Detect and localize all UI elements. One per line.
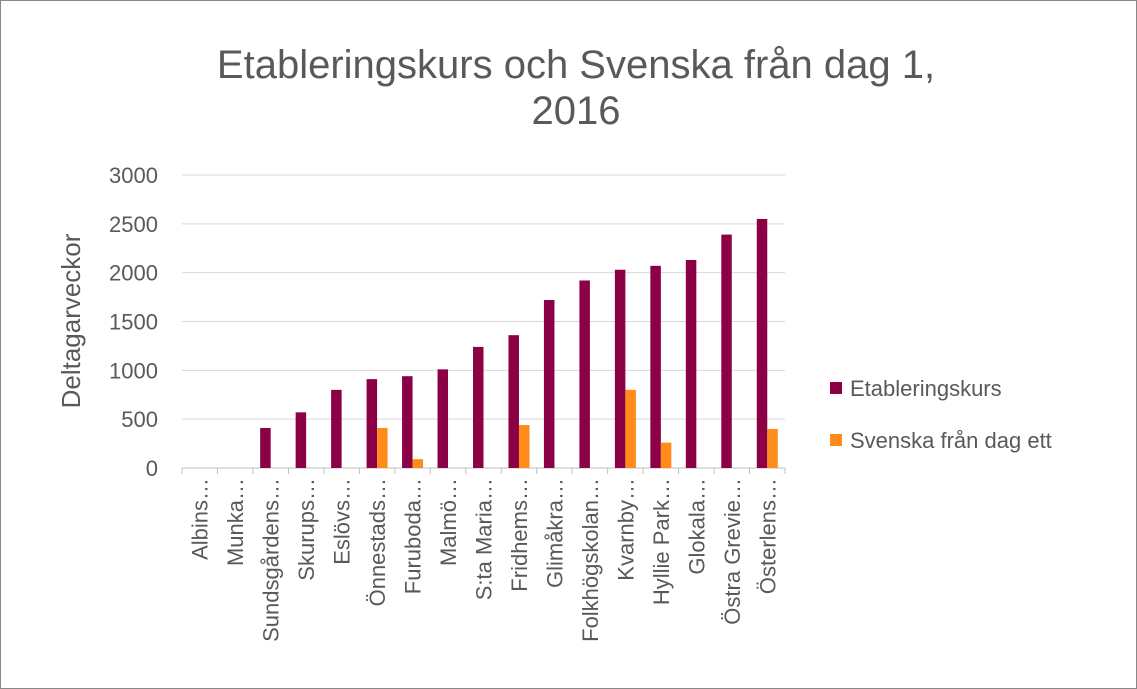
y-axis-label: Deltagarveckor: [56, 233, 86, 408]
bar: [767, 428, 778, 468]
y-tick-label: 2500: [109, 212, 158, 237]
legend-swatch: [830, 434, 842, 446]
y-tick-label: 2000: [109, 261, 158, 286]
x-tick-label: Eslövs…: [330, 478, 355, 565]
x-tick-label: Furuboda…: [401, 478, 426, 594]
chart-title: 2016: [532, 89, 621, 133]
bar: [518, 425, 530, 468]
x-tick-label: Önnestads…: [365, 478, 390, 606]
bar: [614, 269, 626, 468]
x-tick-label: Österlens…: [755, 478, 780, 594]
bar: [402, 376, 413, 468]
bar: [579, 280, 590, 468]
bar: [295, 412, 307, 468]
bar: [366, 379, 378, 468]
legend-label: Etableringskurs: [850, 376, 1002, 401]
x-tick-label: Östra Grevie…: [720, 478, 745, 625]
x-tick-label: Folkhögskolan…: [578, 478, 603, 642]
y-tick-label: 3000: [109, 163, 158, 188]
x-tick-label: Glokala…: [684, 478, 709, 575]
x-tick-label: Albins…: [188, 478, 213, 560]
x-tick-label: Fridhems…: [507, 478, 532, 592]
bar: [331, 389, 342, 468]
bar: [660, 442, 672, 468]
bar: [756, 218, 768, 468]
bar: [473, 346, 484, 468]
x-tick-label: Hyllie Park…: [649, 478, 674, 605]
bar: [721, 234, 732, 468]
x-tick-label: Sundsgårdens…: [259, 478, 284, 642]
bar: [437, 369, 449, 468]
bar: [377, 427, 388, 468]
bar: [543, 300, 555, 468]
y-tick-label: 500: [121, 407, 158, 432]
bar: [508, 335, 519, 468]
x-tick-label: Malmö…: [436, 478, 461, 566]
legend-label: Svenska från dag ett: [850, 428, 1052, 453]
chart-title: Etableringskurs och Svenska från dag 1,: [217, 43, 935, 87]
bar: [625, 389, 636, 468]
x-tick-label: Munka…: [223, 478, 248, 566]
x-tick-label: Glimåkra…: [542, 478, 567, 588]
bar: [650, 265, 661, 468]
x-tick-label: Kvarnby…: [613, 478, 638, 581]
y-tick-label: 0: [146, 456, 158, 481]
x-tick-label: S:ta Maria…: [472, 478, 497, 600]
y-tick-label: 1000: [109, 358, 158, 383]
bar: [260, 427, 271, 468]
x-tick-label: Skurups…: [294, 478, 319, 581]
legend-swatch: [830, 382, 842, 394]
bar: [412, 459, 424, 468]
bar: [685, 259, 697, 468]
y-tick-label: 1500: [109, 310, 158, 335]
